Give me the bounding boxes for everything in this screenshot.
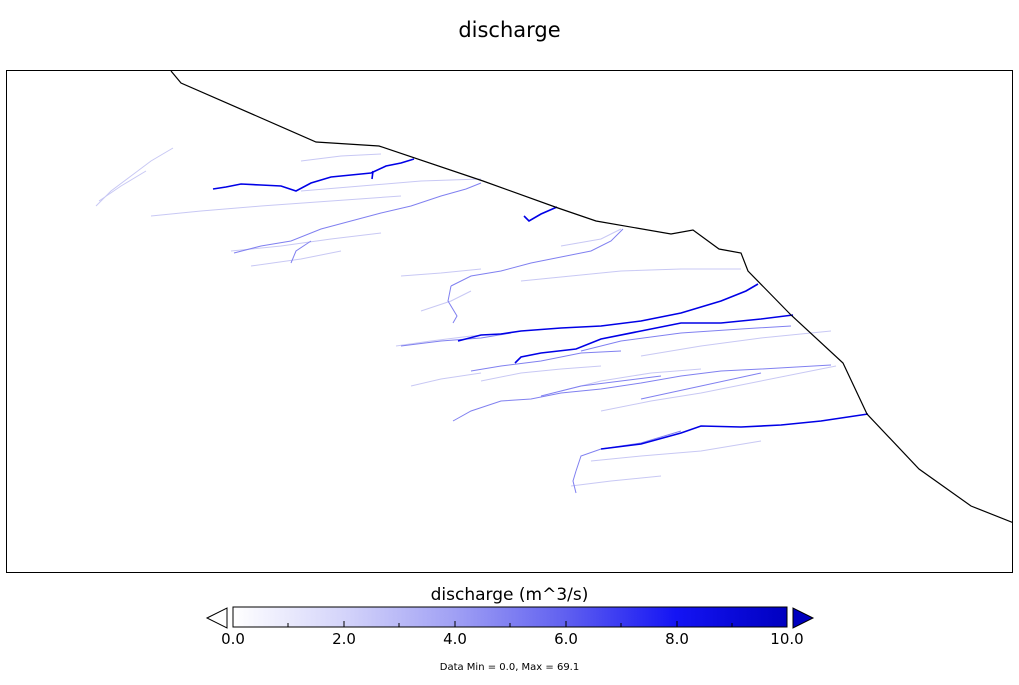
- minor-rivers: [95, 147, 837, 487]
- data-range-note: Data Min = 0.0, Max = 69.1: [439, 662, 580, 673]
- colorbar-tick-label: 6.0: [554, 630, 578, 648]
- colorbar-tick-label: 4.0: [443, 630, 467, 648]
- medium-rivers: [233, 182, 832, 494]
- colorbar-tick-label: 0.0: [221, 630, 245, 648]
- colorbar-over-arrow: [792, 607, 815, 629]
- discharge-map: [95, 71, 1012, 523]
- colorbar-tick-label: 8.0: [665, 630, 689, 648]
- colorbar-label: discharge (m^3/s): [430, 585, 589, 605]
- colorbar-under-arrow: [205, 607, 228, 629]
- map-title: discharge: [458, 18, 561, 42]
- colorbar-tick-label: 2.0: [332, 630, 356, 648]
- map-panel: [6, 70, 1013, 573]
- colorbar-tick-label: 10.0: [770, 630, 804, 648]
- major-rivers: [212, 158, 869, 450]
- coastline: [170, 71, 1012, 523]
- colorbar: [205, 606, 815, 629]
- colorbar-minor-ticks: [287, 621, 733, 627]
